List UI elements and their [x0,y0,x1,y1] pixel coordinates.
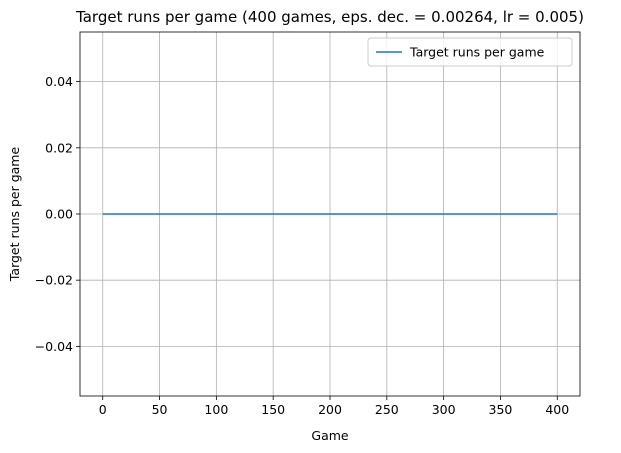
x-tick-label: 0 [99,402,107,417]
legend: Target runs per game [367,37,573,67]
y-tick-label: 0.00 [45,207,73,222]
chart-title: Target runs per game (400 games, eps. de… [75,8,584,26]
y-axis: −0.04 −0.02 0.00 0.02 0.04 [35,74,80,354]
x-tick-label: 50 [152,402,168,417]
legend-box [367,37,573,67]
x-tick-label: 150 [261,402,285,417]
x-tick-label: 400 [545,402,569,417]
legend-label: Target runs per game [409,45,545,60]
y-tick-label: 0.02 [45,140,73,155]
x-tick-label: 200 [318,402,342,417]
x-tick-label: 300 [432,402,456,417]
x-tick-label: 100 [204,402,228,417]
y-tick-label: −0.04 [35,339,73,354]
y-tick-label: −0.02 [35,273,73,288]
x-axis: 0 50 100 150 200 250 300 350 400 [99,396,569,417]
y-tick-label: 0.04 [45,74,73,89]
x-tick-label: 350 [489,402,513,417]
y-axis-label: Target runs per game [7,147,22,283]
x-tick-label: 250 [375,402,399,417]
x-axis-label: Game [311,428,349,443]
